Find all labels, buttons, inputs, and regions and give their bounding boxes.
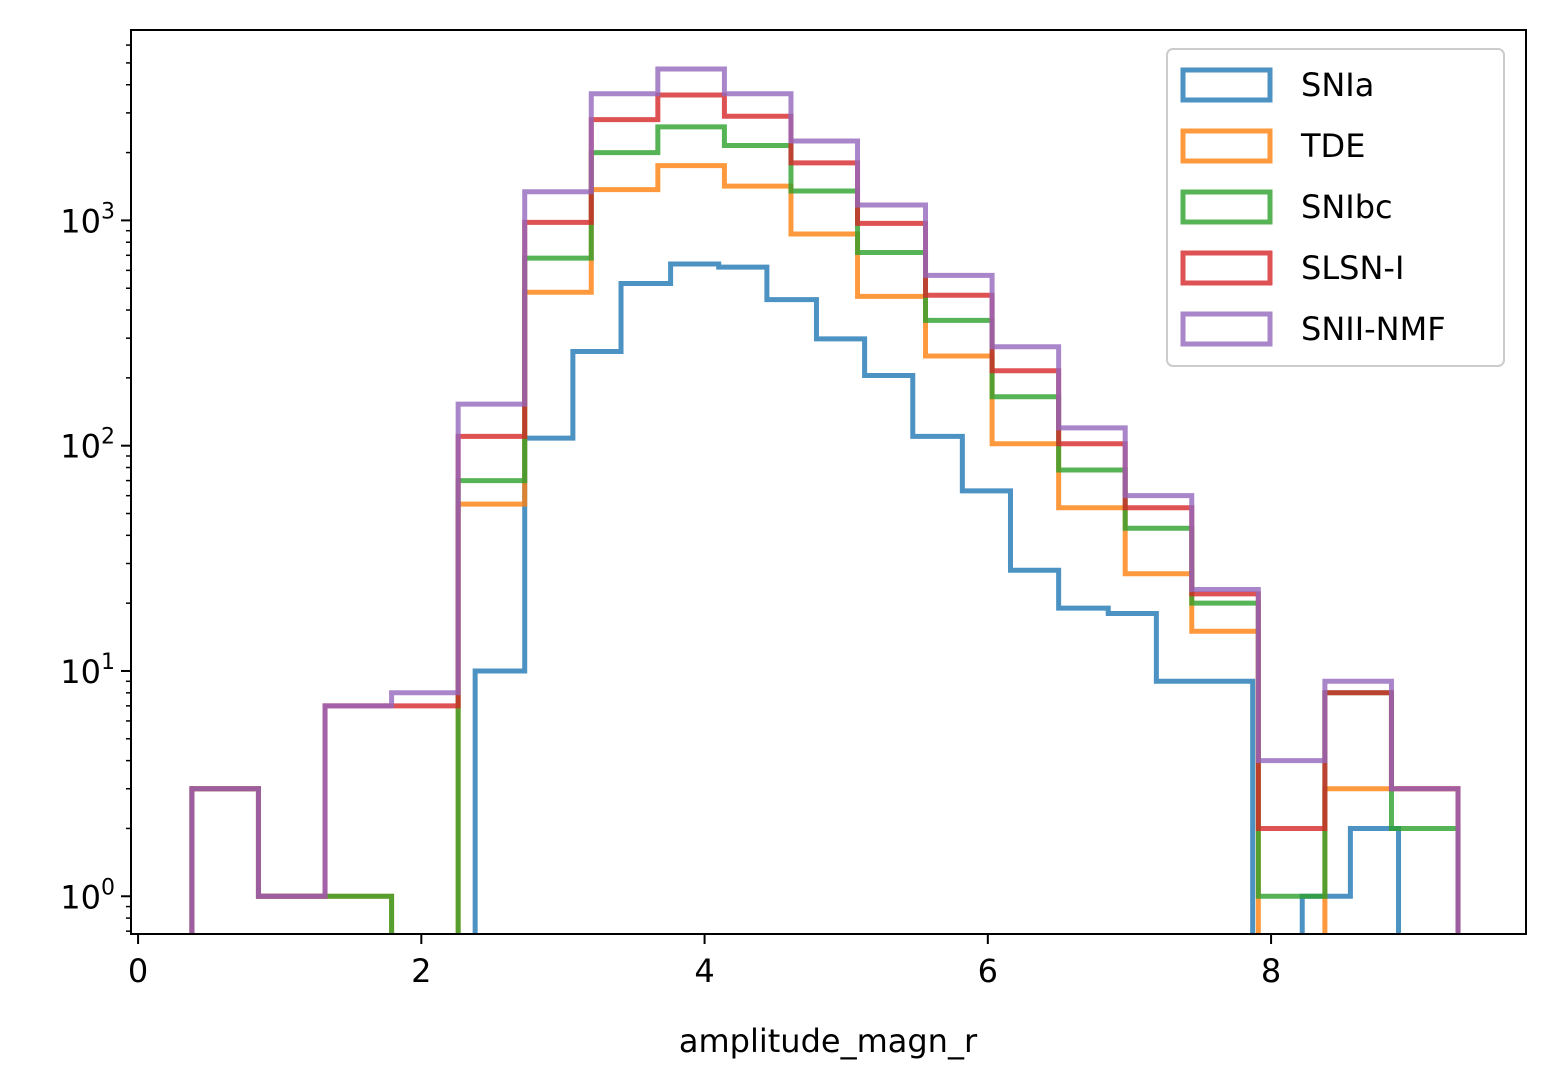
legend-swatch xyxy=(1180,311,1273,347)
series-snia xyxy=(472,261,1402,934)
series-layer xyxy=(189,66,1461,934)
legend-label: TDE xyxy=(1300,127,1365,165)
x-tick-label: 2 xyxy=(411,952,431,990)
plot-frame xyxy=(130,29,1527,935)
y-tick-label: 101 xyxy=(60,650,115,691)
legend-swatch xyxy=(1180,67,1273,103)
y-tick-label: 103 xyxy=(60,199,115,240)
y-tick-label: 102 xyxy=(60,425,115,466)
legend-label: SNIbc xyxy=(1301,188,1393,226)
histogram-step-2-1 xyxy=(455,124,1461,934)
histogram-step-1-1 xyxy=(455,163,1261,934)
histogram-step-0-0 xyxy=(472,261,1256,934)
legend-label: SLSN-I xyxy=(1301,249,1404,287)
legend-label: SNII-NMF xyxy=(1301,310,1446,348)
legend-label: SNIa xyxy=(1301,66,1374,104)
histogram-step-4-0 xyxy=(189,66,1461,934)
x-tick-label: 8 xyxy=(1261,952,1281,990)
series-snii-nmf xyxy=(189,66,1461,934)
x-axis: 0 2 4 6 8 xyxy=(128,934,1281,990)
x-tick-label: 0 xyxy=(128,952,148,990)
legend: SNIa TDE SNIbc SLSN-I SNII-NMF xyxy=(1166,48,1505,367)
y-tick-label: 100 xyxy=(60,875,115,916)
legend-swatch xyxy=(1180,189,1273,225)
legend-swatch xyxy=(1180,128,1273,164)
x-tick-label: 4 xyxy=(694,952,714,990)
y-axis: 100 101 102 103 xyxy=(60,44,131,932)
histogram-step-0-1 xyxy=(1299,825,1402,934)
x-tick-label: 6 xyxy=(978,952,998,990)
legend-box xyxy=(1166,48,1505,367)
x-axis-title: amplitude_magn_r xyxy=(679,1022,978,1060)
legend-swatch xyxy=(1180,250,1273,286)
